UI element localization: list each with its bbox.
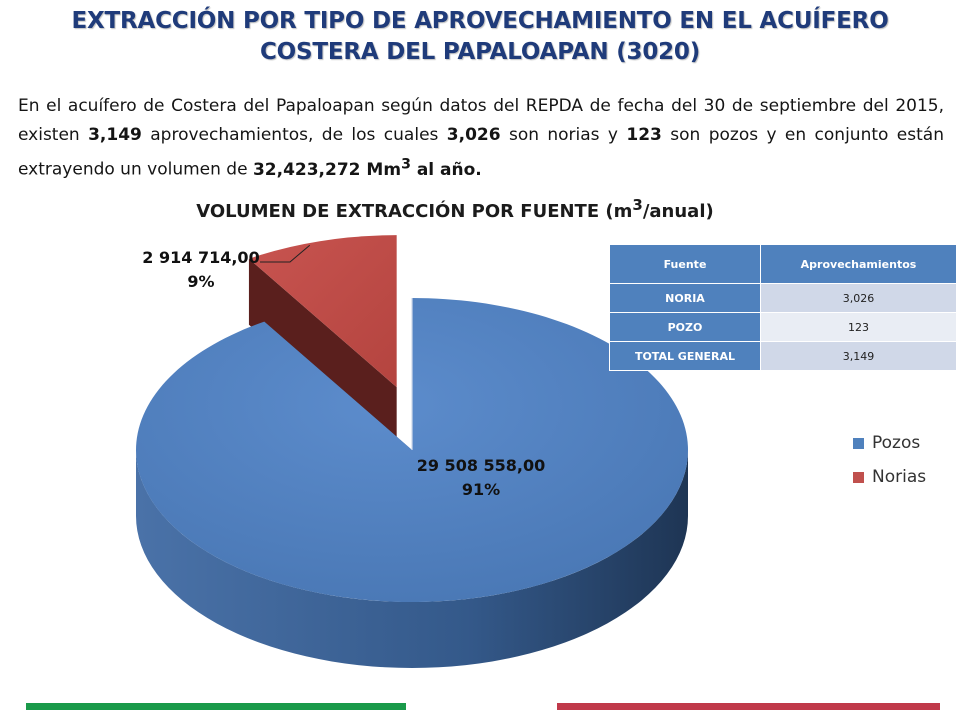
aprovechamientos-table: Fuente Aprovechamientos NORIA 3,026 POZO…	[609, 244, 957, 371]
slice-norias	[248, 235, 397, 388]
slice-percent-norias: 9%	[187, 272, 215, 291]
chart-title-sup: 3	[632, 196, 643, 214]
legend-swatch-norias	[853, 471, 864, 483]
table-row: POZO 123	[609, 312, 957, 342]
legend-label-norias: Norias	[872, 467, 927, 487]
intro-volumen-sup: 3	[401, 156, 411, 172]
intro-volumen: 32,423,272 Mm3 al año.	[252, 156, 482, 180]
intro-total-aprov: 3,149	[88, 125, 142, 145]
intro-text-2: aprovechamientos, de los cuales	[141, 125, 447, 145]
footer-bar-green	[26, 703, 406, 710]
slice-label-norias: 2 914 714,00 9%	[136, 246, 266, 294]
leader-line-norias	[260, 244, 311, 263]
table-cell-value: 3,149	[760, 341, 957, 371]
table-cell-fuente: NORIA	[609, 283, 761, 313]
slice-side-pozos	[136, 450, 688, 668]
legend-item-pozos: Pozos	[853, 426, 926, 460]
page-title-line1: EXTRACCIÓN POR TIPO DE APROVECHAMIENTO E…	[71, 8, 889, 34]
slice-percent-pozos: 91%	[461, 480, 501, 499]
table-cell-fuente: TOTAL GENERAL	[609, 341, 761, 371]
table-cell-value: 3,026	[760, 283, 957, 313]
intro-pozos: 123	[626, 125, 662, 145]
footer-bar-red	[557, 703, 940, 710]
table-cell-value: 123	[760, 312, 957, 342]
chart-title-suffix: /anual)	[642, 201, 714, 222]
table-row: TOTAL GENERAL 3,149	[609, 341, 957, 371]
table-header-aprovechamientos: Aprovechamientos	[760, 244, 957, 284]
intro-text-1: En el acuífero de Costera del Papaloapan…	[18, 96, 944, 145]
table-header-row: Fuente Aprovechamientos	[609, 244, 957, 284]
intro-volumen-suffix: al año.	[410, 159, 482, 180]
legend-swatch-pozos	[853, 437, 864, 449]
slice-side-norias	[248, 258, 397, 454]
slice-label-pozos: 29 508 558,00 91%	[396, 454, 566, 502]
intro-paragraph: En el acuífero de Costera del Papaloapan…	[18, 92, 944, 185]
chart-title-main: VOLUMEN DE EXTRACCIÓN POR FUENTE (m	[196, 201, 633, 222]
intro-text-3: son norias y	[500, 125, 627, 145]
chart-title: VOLUMEN DE EXTRACCIÓN POR FUENTE (m3/anu…	[0, 196, 910, 222]
slice-value-pozos: 29 508 558,00	[416, 456, 546, 475]
intro-norias: 3,026	[446, 125, 501, 145]
page-title: EXTRACCIÓN POR TIPO DE APROVECHAMIENTO E…	[0, 6, 960, 68]
chart-legend: Pozos Norias	[853, 426, 926, 494]
legend-label-pozos: Pozos	[872, 433, 921, 453]
legend-item-norias: Norias	[853, 460, 926, 494]
intro-text-4: son pozos y en conjunto están extrayendo…	[18, 125, 944, 180]
table-header-fuente: Fuente	[609, 244, 761, 284]
slice-value-norias: 2 914 714,00	[142, 248, 260, 267]
intro-volumen-value: 32,423,272 Mm	[252, 159, 402, 180]
table-cell-fuente: POZO	[609, 312, 761, 342]
table-row: NORIA 3,026	[609, 283, 957, 313]
page-title-line2: COSTERA DEL PAPALOAPAN (3020)	[259, 39, 701, 65]
